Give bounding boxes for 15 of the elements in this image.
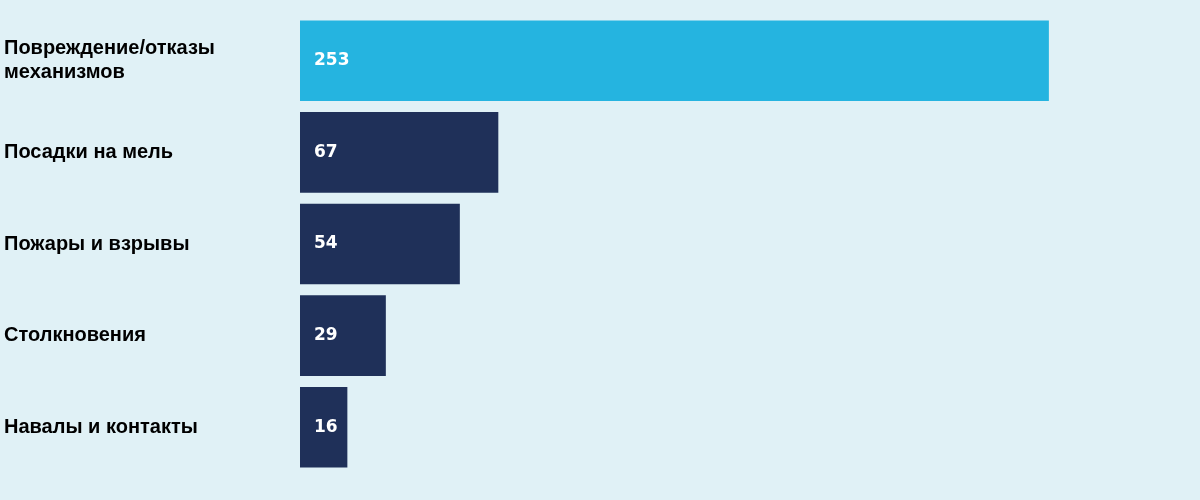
bar (300, 386, 348, 468)
data-label: 253 (314, 49, 350, 70)
y-tick-label: Столкновения (4, 323, 146, 346)
bar (300, 20, 1049, 102)
bar (300, 112, 499, 193)
y-tick-label: Повреждение/отказы механизмов (4, 36, 215, 83)
data-label: 67 (314, 140, 338, 161)
data-label: 29 (314, 324, 338, 345)
bar (300, 295, 386, 376)
data-label: 54 (314, 232, 338, 253)
bar (300, 203, 460, 285)
y-tick-label: Пожары и взрывы (4, 231, 190, 254)
y-tick-label: Посадки на мель (4, 139, 174, 162)
data-label: 16 (314, 415, 338, 436)
y-tick-label: Навалы и контакты (4, 414, 198, 437)
